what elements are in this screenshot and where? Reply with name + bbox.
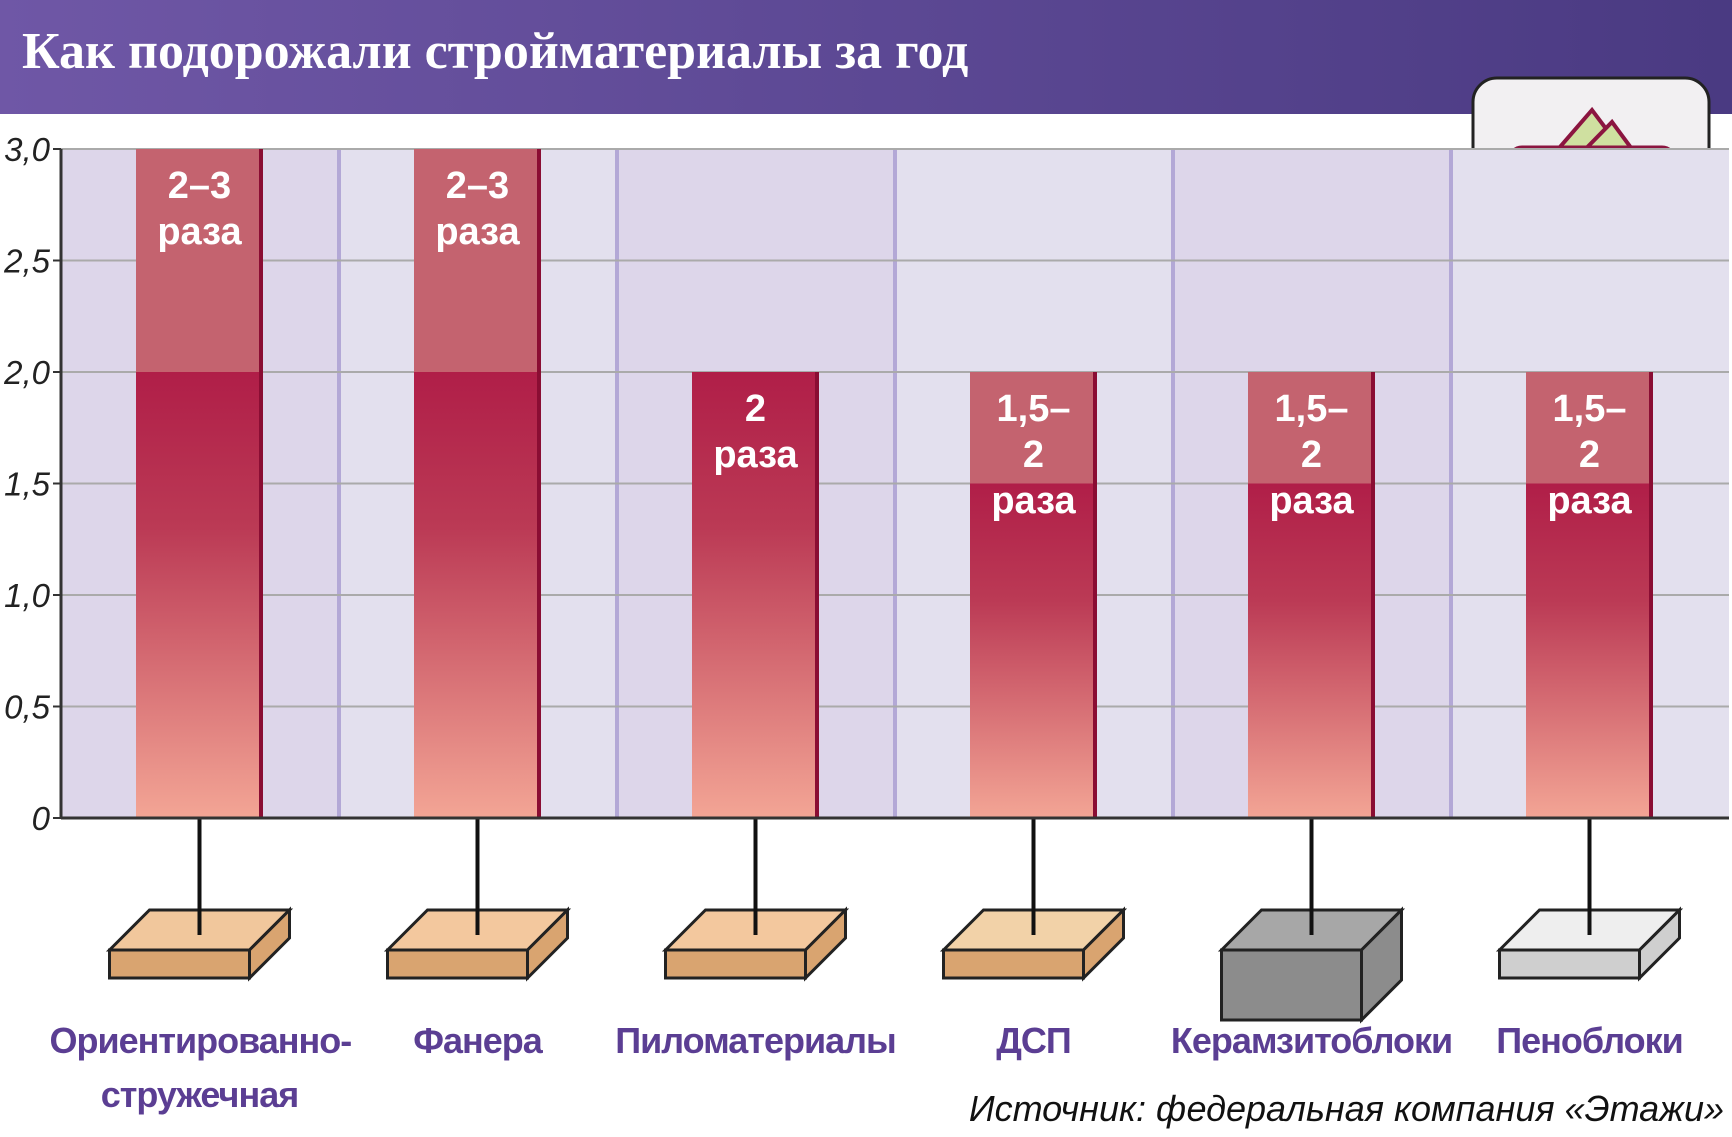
y-tick-label: 0,5 [4,689,51,726]
material-icon [661,906,850,982]
x-tick-label: Пеноблоки [1496,1020,1684,1061]
y-tick-label: 1,0 [4,577,51,614]
range-upper [1248,372,1375,484]
icon-side [1638,906,1681,982]
icon-front [1498,948,1641,980]
bar [414,372,541,818]
y-tick-label: 1,5 [4,466,51,503]
y-tick-label: 2,5 [3,243,51,280]
bar [1248,483,1375,818]
value-label: 2 раза [713,388,798,476]
source-note: Источник: федеральная компания «Этажи» [968,1088,1724,1129]
range-upper [414,149,541,372]
bar [1526,483,1653,818]
icon-side [526,906,569,982]
header-bar [0,0,1732,114]
x-tick-label: Фанера [413,1020,543,1061]
icon-front [386,948,529,980]
y-tick-label: 0 [32,800,51,837]
value-label: 1,5–2 раза [991,388,1076,522]
bar [136,372,263,818]
value-label: 2–3 раза [157,165,242,253]
value-label: 2–3 раза [435,165,520,253]
bar [970,483,1097,818]
value-label: 1,5–2 раза [1269,388,1354,522]
x-tick-label: Пиломатериалы [615,1020,897,1061]
icon-side [248,906,291,982]
bar [692,372,819,818]
x-tick-label: Керамзитоблоки [1170,1020,1453,1061]
icon-side [804,906,847,982]
value-label: 1,5–2 раза [1547,388,1632,522]
icon-front [942,948,1085,980]
icon-front [664,948,807,980]
range-upper [970,372,1097,484]
y-tick-label: 2,0 [3,354,51,391]
icon-front [108,948,251,980]
range-upper [1526,372,1653,484]
icon-side [1082,906,1125,982]
chart-title: Как подорожали стройматериалы за год [22,23,969,80]
material-icon [1217,906,1406,1024]
x-tick-label: Ориентированно-стружечная плита [49,1020,353,1137]
x-tick-label: ДСП [996,1020,1072,1061]
icon-side [1360,906,1403,1024]
y-tick-label: 3,0 [4,131,51,168]
range-upper [136,149,263,372]
icon-front [1220,948,1363,1022]
